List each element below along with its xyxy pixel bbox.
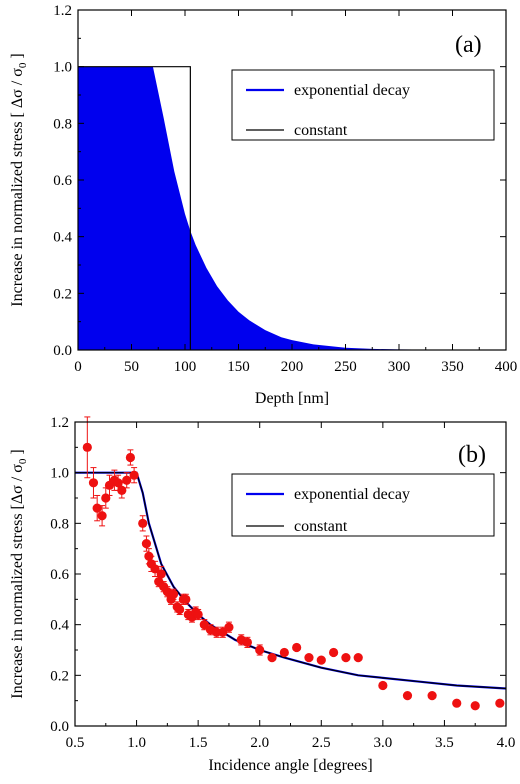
panel-a-series-exponential-decay-area — [78, 66, 506, 351]
panel-a-legend-label: constant — [294, 122, 348, 139]
panel-b-x-tick-label: 3.0 — [373, 735, 392, 751]
panel-b-plot-frame — [74, 421, 507, 727]
panel-a-x-tick-label: 200 — [281, 359, 304, 375]
panel-b-x-tick-label: 4.0 — [497, 735, 516, 751]
panel-a-x-tick-label: 50 — [124, 359, 139, 375]
panel-b-series-measured-point — [427, 691, 437, 701]
panel-b-series-measured-point — [267, 653, 277, 663]
panel-b-x-tick-label: 1.0 — [127, 735, 146, 751]
panel-a-legend-label: exponential decay — [294, 82, 410, 99]
panel-b-series-measured-point — [452, 698, 462, 708]
panel-b-series-measured-point — [242, 637, 252, 648]
panel-b-y-tick-label: 1.0 — [50, 466, 69, 482]
panel-b-y-tick-label: 1.2 — [50, 415, 69, 431]
panel-b-y-tick-label: 0.8 — [50, 516, 69, 532]
panel-a-depth-chart: 0 50 100 150 200 250 300 350 400 0.0 0.2 0.4 0.6 0.8 1… — [9, 3, 517, 407]
panel-b-series-measured-point — [175, 604, 185, 615]
panel-a-y-tick-label: 1.2 — [53, 3, 72, 19]
panel-b-series-measured-point — [224, 622, 234, 632]
panel-b-series-measured-point — [378, 680, 388, 691]
panel-b-y-tick-label: 0.4 — [50, 618, 69, 634]
panel-b-y-tick-label: 0.0 — [50, 719, 69, 735]
panel-a-y-tick-label: 0.6 — [53, 173, 72, 189]
panel-a-legend-box — [231, 69, 495, 141]
panel-a-x-tick-label: 350 — [441, 359, 464, 375]
panel-b-series-measured-point — [156, 569, 166, 579]
panel-b-x-tick-label: 0.5 — [66, 735, 85, 751]
panel-b-series-measured-point — [193, 609, 203, 620]
panel-b-y-axis-label: Increase in normalized stress [Δσ / σ0 ] — [9, 449, 29, 698]
panel-b-series-measured-point — [292, 642, 302, 653]
panel-b-series-measured-point — [113, 478, 123, 488]
panel-b-series-measured-point — [97, 511, 107, 521]
panel-b-series-measured-point — [329, 647, 339, 658]
panel-a-y-axis-label: Increase in normalized stress [ Δσ / σ0 … — [9, 53, 29, 306]
panel-a-y-tick-label: 1.0 — [53, 60, 72, 76]
panel-a-series-constant-line — [78, 66, 191, 350]
panel-a-x-tick-label: 0 — [74, 359, 82, 375]
panel-b-x-tick-label: 2.5 — [312, 735, 331, 751]
panel-b-series-measured-point — [341, 653, 351, 663]
panel-b-series-measured-point — [402, 691, 413, 701]
panel-b-x-axis-label: Incidence angle [degrees] — [208, 757, 372, 774]
panel-b-legend-label: exponential decay — [294, 486, 410, 503]
panel-b-x-tick-label: 3.5 — [435, 735, 454, 751]
panel-a-y-tick-label: 0.4 — [53, 230, 72, 246]
panel-b-series-measured-point — [353, 653, 363, 663]
panel-b-series-measured-point — [218, 627, 228, 637]
panel-b-series-measured-point — [129, 470, 139, 480]
panel-a-x-tick-label: 250 — [334, 359, 357, 375]
panel-b-series-measured-point — [122, 475, 132, 485]
panel-b-series-measured-point — [117, 485, 127, 495]
panel-b-panel-label: (b) — [458, 442, 486, 468]
panel-a-x-axis-label: Depth [nm] — [255, 390, 329, 407]
panel-b-series-measured-point — [470, 701, 480, 711]
panel-a-x-tick-label: 400 — [495, 359, 518, 375]
panel-b-series-measured-point — [304, 653, 314, 663]
panel-b-series-measured-point — [168, 589, 179, 599]
panel-b-legend-label: constant — [294, 518, 348, 535]
panel-b-series-measured-point — [316, 655, 326, 665]
panel-a-y-tick-label: 0.8 — [53, 116, 72, 132]
panel-a-x-tick-label: 150 — [227, 359, 250, 375]
panel-b-legend-box — [231, 473, 495, 537]
panel-a-y-tick-label: 0.2 — [53, 286, 72, 302]
panel-b-series-measured-point — [181, 594, 191, 604]
panel-b-x-tick-label: 2.0 — [250, 735, 269, 751]
panel-a-x-tick-label: 100 — [174, 359, 197, 375]
panel-b-series-measured-point — [92, 503, 102, 513]
panel-b-y-tick-label: 0.6 — [50, 567, 69, 583]
panel-b-series-measured-point — [150, 564, 160, 574]
panel-b-series-measured-point — [495, 698, 505, 708]
panel-a-x-tick-label: 300 — [388, 359, 411, 375]
panel-b-series-measured-point — [199, 620, 209, 630]
panel-b-x-tick-label: 1.5 — [189, 735, 208, 751]
panel-b-series-measured-point — [141, 539, 152, 549]
panel-b-y-tick-label: 0.2 — [50, 668, 69, 684]
panel-b-series-measured-point — [138, 518, 148, 528]
panel-a-y-tick-label: 0.0 — [53, 343, 72, 359]
panel-b-series-measured-point — [88, 478, 99, 488]
panel-b-series-measured-point — [255, 645, 265, 655]
panel-b-series-measured-point — [82, 442, 92, 452]
panel-b-series-measured-point — [125, 452, 136, 463]
panel-b-series-measured-point — [279, 647, 289, 658]
panel-b-angle-chart: 0.5 1.0 1.5 2.0 2.5 3.0 3.5 4.0 0.0 0.2 0.4 0.6 0.8 1… — [9, 415, 515, 774]
panel-a-panel-label: (a) — [455, 32, 482, 58]
